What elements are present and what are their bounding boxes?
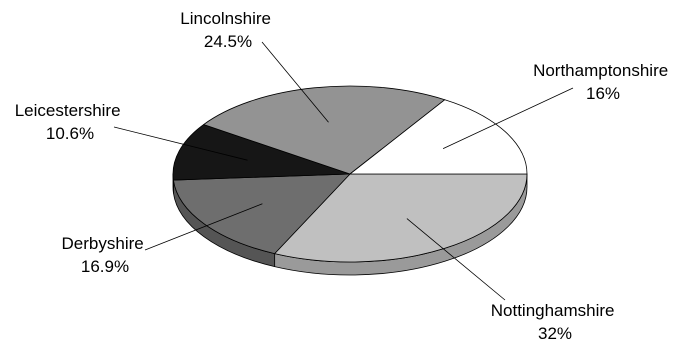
pie-slice-lincolnshire <box>203 85 446 175</box>
leader-line-nottinghamshire <box>406 218 506 301</box>
slice-label-derbyshire: Derbyshire 16.9% <box>62 234 149 276</box>
pie-slice-derbyshire <box>173 173 351 255</box>
slice-label-northamptonshire: Northamptonshire 16% <box>533 61 673 103</box>
slice-label-nottinghamshire: Nottinghamshire 32% <box>491 301 620 343</box>
leader-line-derbyshire <box>144 203 263 251</box>
leader-line-leicestershire <box>113 126 248 161</box>
slice-label-lincolnshire: Lincolnshire 24.5% <box>180 9 275 51</box>
pie-slices <box>172 85 528 263</box>
pie-slice-northamptonshire <box>349 99 528 175</box>
leader-line-northamptonshire <box>442 87 574 149</box>
leader-line-lincolnshire <box>261 41 329 123</box>
pie-slice-nottinghamshire <box>274 173 528 263</box>
slice-label-leicestershire: Leicestershire 10.6% <box>15 101 126 143</box>
pie-slice-leicestershire <box>172 124 351 181</box>
label-leader-lines <box>113 41 574 301</box>
